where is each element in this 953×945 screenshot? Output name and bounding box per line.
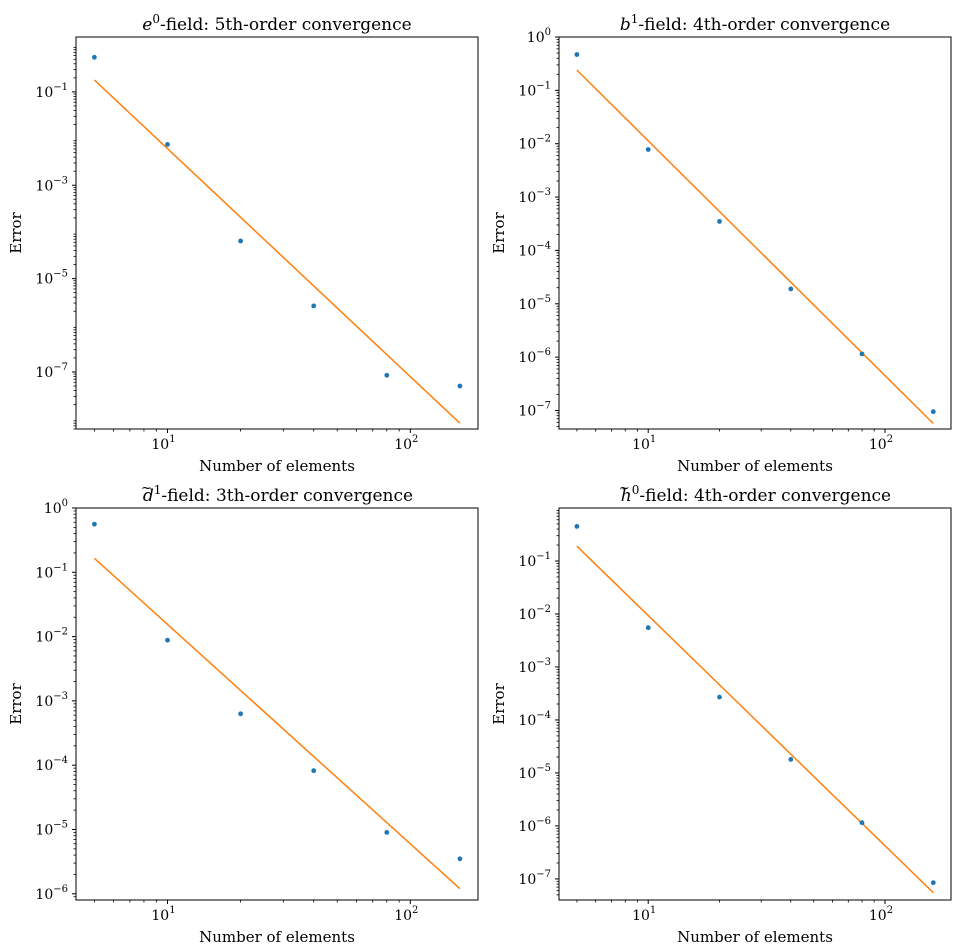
chart-3-y-tick-label: 10−1: [35, 562, 68, 581]
chart-2-x-tick-label: 101: [632, 434, 656, 453]
chart-3-data-point: [384, 830, 390, 835]
chart-2-data-point: [930, 409, 936, 415]
chart-2-y-tick-label: 10−4: [518, 240, 551, 259]
chart-3-y-tick-label: 10−2: [35, 627, 68, 646]
chart-3-x-tick-label: 102: [394, 905, 418, 924]
chart-2-y-axis-label: Error: [490, 211, 508, 253]
chart-3-x-axis-label: Number of elements: [199, 928, 355, 945]
chart-1-y-tick-label: 10−5: [35, 269, 68, 288]
chart-4-data-point: [574, 524, 580, 529]
chart-3-axes-frame: [75, 507, 479, 901]
chart-2-data-point: [717, 219, 722, 224]
chart-4-fit-line: [576, 545, 934, 894]
chart-1-y-axis-label: Error: [7, 211, 25, 253]
chart-4-y-tick-label: 10−2: [518, 604, 551, 623]
chart-2-y-tick-label: 10−7: [518, 400, 551, 419]
chart-4-axes-frame: [558, 507, 952, 901]
chart-1-x-axis-label: Number of elements: [199, 457, 355, 475]
chart-3-y-tick-label: 10−5: [35, 819, 68, 838]
chart-4-y-tick-label: 10−5: [518, 763, 551, 782]
chart-1-data-point: [165, 142, 170, 147]
chart-1-data-point: [384, 372, 390, 378]
chart-2-y-tick-label: 10−2: [518, 134, 551, 153]
chart-2-x-tick-label: 102: [869, 434, 893, 453]
chart-4-data-point: [645, 625, 651, 631]
chart-4-y-tick-label: 10−4: [518, 710, 551, 729]
chart-2-y-tick-label: 10−5: [518, 294, 551, 313]
chart-4-x-tick-label: 101: [632, 905, 656, 924]
chart-3-y-axis-label: Error: [7, 682, 25, 724]
chart-3-y-tick-label: 10−4: [35, 755, 68, 774]
chart-2-data-point: [788, 286, 794, 292]
chart-1-axes-frame: [75, 36, 479, 430]
chart-3-data-point: [238, 711, 244, 717]
chart-1: 101 102 10−1 10−3 10−5 10−7 e0-field: 5th-orde…: [7, 12, 479, 475]
chart-1-y-tick-label: 10−3: [35, 175, 68, 194]
chart-1-title: e0-field: 5th-order convergence: [142, 12, 411, 35]
chart-1-x-tick-label: 102: [394, 434, 418, 453]
chart-2-data-point: [859, 351, 865, 357]
chart-4: 101 102 10−1 10−2 10−3 10−4 10−5 10−6 10−7 ~h0-fi…: [490, 481, 952, 945]
chart-4-x-tick-label: 102: [869, 905, 893, 924]
chart-3-x-tick-label: 101: [151, 905, 175, 924]
chart-3-y-tick-label: 10−6: [35, 884, 68, 903]
chart-2-fit-line: [576, 69, 934, 425]
chart-2-x-axis-label: Number of elements: [677, 457, 833, 475]
chart-4-y-tick-label: 10−3: [518, 657, 551, 676]
chart-2-data-point: [574, 52, 580, 57]
chart-3: 101 102 100 10−1 10−2 10−3 10−4 10−5 10−6 ~d1-fie…: [7, 481, 479, 945]
chart-2: 101 102 100 10−1 10−2 10−3 10−4 10−5 10−6 10−7 b1-…: [490, 12, 952, 475]
chart-4-y-axis-label: Error: [490, 682, 508, 724]
chart-2-data-point: [645, 147, 651, 152]
chart-2-y-tick-label: 10−1: [518, 80, 551, 99]
chart-4-data-point: [859, 820, 865, 826]
chart-1-data-point: [238, 238, 244, 244]
chart-1-data-point: [92, 54, 97, 60]
chart-3-fit-line: [93, 557, 461, 890]
chart-2-axes-frame: [558, 36, 952, 430]
chart-1-y-tick-label: 10−7: [35, 362, 68, 381]
chart-1-data-point: [457, 383, 463, 389]
chart-4-y-tick-label: 10−1: [518, 551, 551, 570]
chart-4-y-tick-label: 10−6: [518, 816, 551, 835]
chart-3-data-point: [92, 521, 97, 527]
chart-1-data-point: [311, 303, 317, 309]
chart-4-data-point: [930, 880, 936, 886]
chart-4-x-axis-label: Number of elements: [677, 928, 833, 945]
chart-2-y-tick-label: 10−3: [518, 187, 551, 206]
chart-3-y-tick-label: 10−3: [35, 691, 68, 710]
chart-3-y-tick-label: 100: [44, 498, 68, 517]
chart-3-title: ~d1-field: 3th-order convergence: [141, 481, 413, 506]
chart-2-y-tick-label: 100: [527, 27, 551, 46]
chart-3-data-point: [311, 768, 317, 774]
chart-1-y-tick-label: 10−1: [35, 82, 68, 101]
chart-2-title: b1-field: 4th-order convergence: [620, 12, 890, 35]
chart-4-y-tick-label: 10−7: [518, 869, 551, 888]
chart-4-data-point: [717, 694, 722, 700]
chart-4-title: ~h0-field: 4th-order convergence: [619, 481, 891, 506]
chart-3-data-point: [457, 856, 463, 862]
chart-2-y-tick-label: 10−6: [518, 347, 551, 366]
chart-1-fit-line: [93, 79, 461, 424]
chart-3-data-point: [165, 637, 170, 643]
chart-4-data-point: [788, 757, 794, 762]
chart-1-x-tick-label: 101: [151, 434, 175, 453]
